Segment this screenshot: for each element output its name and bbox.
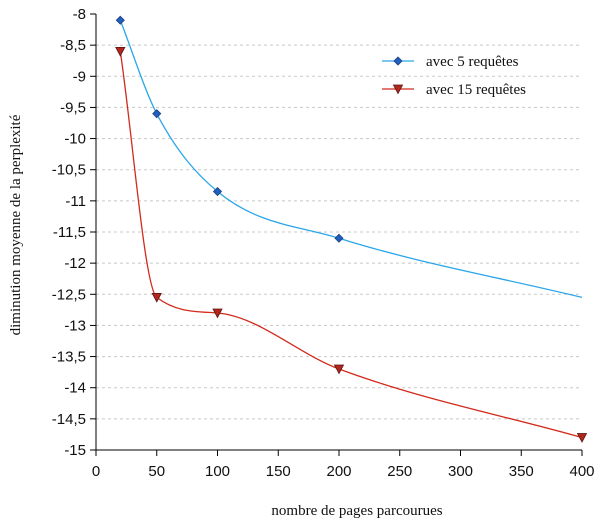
data-point	[576, 433, 588, 443]
x-tick-label: 300	[448, 463, 473, 480]
legend-label-series-1: avec 5 requêtes	[426, 54, 519, 70]
y-tick-label: -14	[64, 380, 86, 397]
y-tick-label: -12	[64, 255, 86, 272]
y-tick-label: -9,5	[60, 99, 86, 116]
y-tick-label: -13,5	[52, 349, 86, 366]
data-point	[212, 308, 223, 319]
legend-marker-symbol	[393, 56, 403, 66]
x-axis-title: nombre de pages parcourues	[271, 503, 442, 519]
x-tick-label: 100	[205, 463, 230, 480]
y-tick-label: -14,5	[52, 411, 86, 428]
y-tick-label: -11	[65, 193, 86, 210]
legend: avec 5 requêtes avec 15 requêtes	[382, 54, 526, 98]
data-point	[151, 292, 162, 303]
data-point	[115, 46, 126, 57]
series-line	[119, 19, 583, 299]
legend-marker-series-2	[392, 84, 404, 95]
data-point	[333, 364, 345, 375]
y-tick-label: -15	[64, 442, 86, 459]
y-tick-labels: -8 -8,5 -9 -9,5 -10 -10,5 -11 -11,5 -12 -12,5 -13 -…	[52, 6, 86, 459]
y-tick-label: -8,5	[60, 37, 86, 54]
series-2	[115, 46, 588, 443]
series	[115, 15, 588, 443]
y-tick-label: -10,5	[52, 162, 86, 179]
data-point	[334, 233, 344, 243]
legend-marker-series-1	[393, 56, 403, 66]
data-point	[212, 186, 223, 197]
grid-lines	[96, 44, 582, 420]
x-tick-label: 150	[266, 463, 291, 480]
series-1	[115, 15, 583, 299]
legend-marker-symbol	[392, 84, 404, 95]
x-tick-label: 350	[509, 463, 534, 480]
y-tick-label: -8	[73, 6, 86, 23]
legend-label-series-2: avec 15 requêtes	[426, 82, 526, 98]
x-tick-label: 200	[326, 463, 351, 480]
y-tick-label: -12,5	[52, 286, 86, 303]
x-tick-label: 0	[92, 463, 100, 480]
data-point	[152, 109, 162, 119]
y-tick-label: -11,5	[53, 224, 86, 241]
x-tick-label: 50	[148, 463, 165, 480]
y-tick-label: -9	[73, 68, 86, 85]
x-tick-label: 400	[569, 463, 594, 480]
x-tick-label: 250	[387, 463, 412, 480]
tick-marks	[90, 13, 583, 456]
y-tick-label: -10	[64, 131, 86, 148]
y-tick-label: -13	[64, 317, 86, 334]
series-line	[119, 51, 583, 439]
data-point	[115, 15, 125, 25]
x-tick-labels: 0 50 100 150 200 250 300 350 400	[92, 463, 595, 480]
y-axis-title: diminution moyenne de la perplexité	[8, 114, 24, 335]
